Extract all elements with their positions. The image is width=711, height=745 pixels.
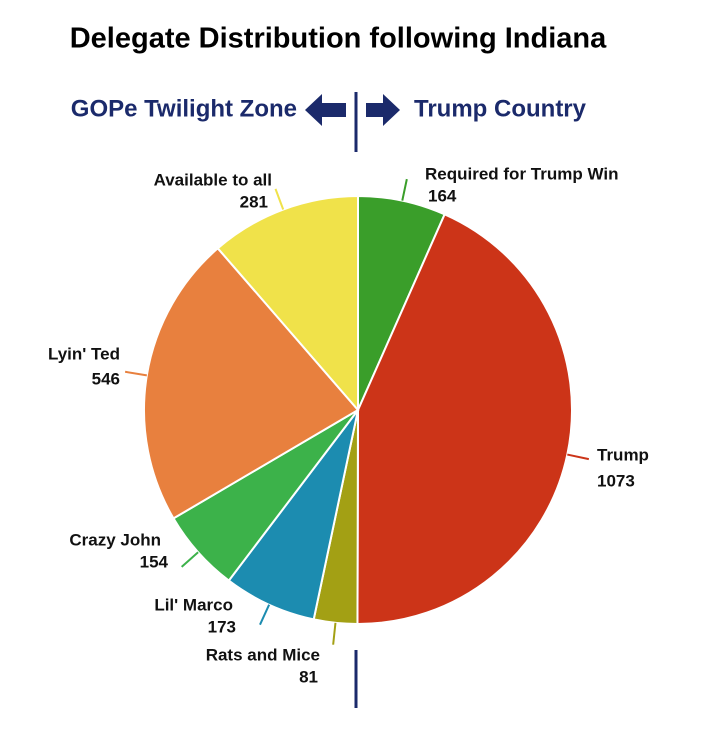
slice-value: 154	[140, 552, 169, 571]
annotation: Trump Country	[414, 95, 587, 122]
slice-value: 164	[428, 186, 457, 205]
slice-label: Rats and Mice	[206, 645, 320, 664]
slice-label: Lyin' Ted	[48, 344, 120, 363]
pie-slice	[356, 213, 573, 625]
leader-line	[259, 604, 271, 626]
left-arrow	[305, 94, 346, 126]
leader-line	[332, 622, 337, 645]
pie-slice	[143, 246, 360, 520]
slice-value: 173	[208, 617, 236, 636]
pie-slice	[216, 194, 359, 413]
slice-value: 281	[240, 192, 268, 211]
leader-line	[401, 178, 408, 201]
leader-line	[274, 188, 285, 210]
slice-value: 546	[92, 369, 120, 388]
right-arrow	[366, 94, 400, 126]
chart-title: Delegate Distribution following Indiana	[70, 23, 607, 55]
slice-value: 81	[299, 667, 318, 686]
slice-label: Available to all	[154, 170, 272, 189]
leader-line	[180, 551, 199, 568]
slice-value: 1073	[597, 471, 635, 490]
slice-label: Lil' Marco	[154, 595, 233, 614]
slice-label: Required for Trump Win	[425, 164, 618, 183]
slice-label: Crazy John	[69, 530, 161, 549]
leader-line	[124, 370, 147, 377]
slice-label: Trump	[597, 445, 649, 464]
leader-line	[567, 453, 590, 461]
annotation: GOPe Twilight Zone	[71, 95, 297, 122]
